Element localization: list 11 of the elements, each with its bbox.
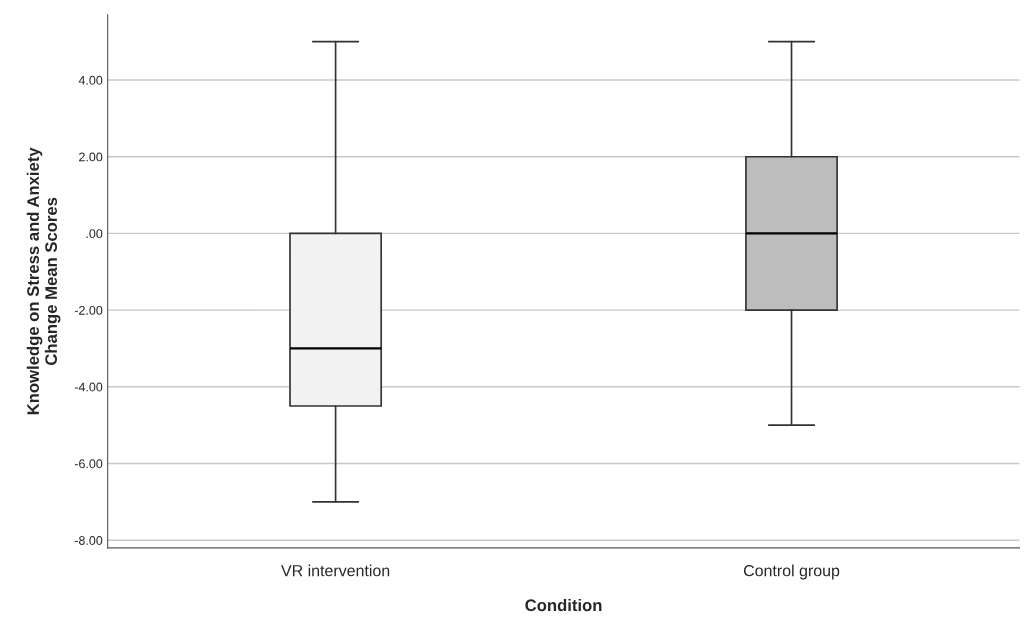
x-tick-label: VR intervention — [281, 564, 390, 577]
y-tick-label: -4.00 — [74, 382, 103, 392]
x-tick-label: Control group — [743, 564, 840, 580]
y-tick-label: 4.00 — [78, 75, 103, 85]
x-axis-title: Condition — [525, 598, 602, 612]
y-tick-label: -6.00 — [74, 459, 103, 469]
y-tick-label: -8.00 — [74, 536, 103, 545]
y-tick-label: .00 — [86, 229, 103, 239]
y-axis-title: Knowledge on Stress and Anxiety Change Mean Scores — [26, 147, 61, 415]
y-tick-label: 2.00 — [79, 152, 103, 162]
y-tick-label: -2.00 — [74, 305, 103, 315]
